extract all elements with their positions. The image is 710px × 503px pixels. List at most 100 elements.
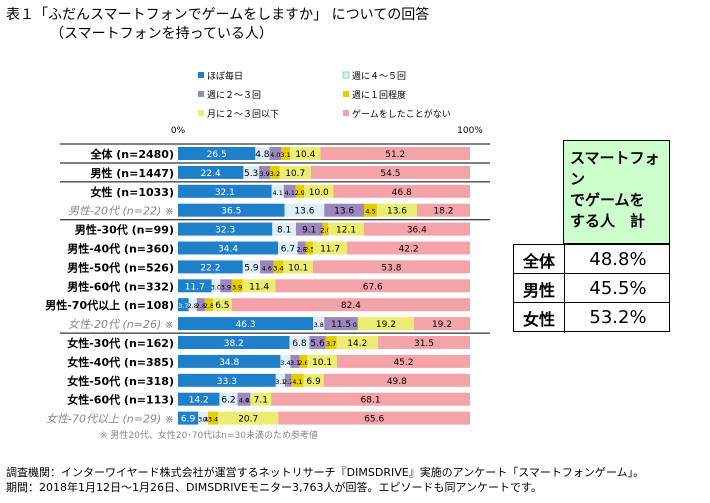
bar-segment xyxy=(284,203,325,217)
legend-label: 週に１回程度 xyxy=(352,89,406,101)
bar-value-label: 67.6 xyxy=(363,282,383,292)
bar-segment xyxy=(290,354,300,368)
bar-segment xyxy=(178,222,273,236)
bar-segment xyxy=(309,336,326,349)
bar-value-label: 10.1 xyxy=(312,358,332,368)
bar-value-label: 11.5 xyxy=(331,320,351,330)
bar-value-label: 32.3 xyxy=(215,226,235,236)
summary-row-value: 45.5% xyxy=(589,277,647,299)
bar-value-label: 9.1 xyxy=(302,226,316,236)
axis-max-label: 100% xyxy=(457,126,483,136)
bar-value-label: 3.9 xyxy=(221,283,231,291)
bar-value-label: 4.1 xyxy=(292,378,302,386)
footer-line-2: 期間：2018年1月12日～1月26日、DIMSDRIVEモニター3,763人が… xyxy=(6,481,542,494)
bar-value-label: 5.3 xyxy=(244,169,258,179)
bar-segment xyxy=(313,317,325,331)
bar-segment xyxy=(178,241,279,255)
summary-header-line-2: でゲームを xyxy=(570,191,645,209)
bar-value-label: 22.2 xyxy=(200,263,220,273)
bar-value-label: 3.7 xyxy=(178,302,188,310)
legend-label: 週に４～５回 xyxy=(352,71,406,82)
bar-value-label: 45.2 xyxy=(393,358,413,368)
bar-value-label: 11.7 xyxy=(185,282,205,292)
bar-segment xyxy=(258,165,271,179)
bar-segment xyxy=(260,260,274,274)
bar-row: 32.3 8.1 9.1 2.0 12.1 36.4 xyxy=(178,222,470,236)
bar-value-label: 3.8 xyxy=(314,321,324,329)
bar-segment xyxy=(243,165,259,179)
bar-value-label: 2.8 xyxy=(196,302,206,310)
bar-segment xyxy=(231,279,243,293)
bar-segment xyxy=(307,354,337,368)
bar-segment xyxy=(178,354,281,368)
bar-row: 11.7 3.0 3.9 3.9 11.4 67.6 xyxy=(178,279,470,293)
bar-row: 3.7 2.82.82.8 6.5 82.4 xyxy=(178,298,470,312)
bar-row: 22.2 5.9 4.6 3.4 10.1 53.8 xyxy=(178,260,470,274)
bar-value-label: 20.7 xyxy=(238,415,258,425)
bar-value-label: 0.0 xyxy=(245,397,255,405)
summary-table-header: スマートフォン でゲームを する人 計 xyxy=(563,140,670,244)
bar-value-label: 14.2 xyxy=(189,396,209,406)
bar-value-label: 36.5 xyxy=(221,207,241,217)
summary-row-female: 女性 53.2% xyxy=(513,302,670,333)
bar-value-label: 33.3 xyxy=(217,377,237,387)
bar-value-label: 6.2 xyxy=(221,396,235,406)
summary-row-male: 男性 45.5% xyxy=(513,273,670,304)
bar-segment xyxy=(310,165,470,179)
bar-value-label: 8.1 xyxy=(277,226,291,236)
legend-swatch xyxy=(343,110,349,116)
bar-segment xyxy=(295,222,323,236)
bar-segment xyxy=(250,392,272,406)
bar-row: 14.2 6.2 4.40.07.1 68.1 xyxy=(178,392,470,406)
bar-value-label: 49.8 xyxy=(387,377,407,387)
axis-labels: 0% 100% xyxy=(171,126,483,136)
bar-segment xyxy=(336,354,470,368)
bar-segment xyxy=(188,298,197,312)
reference-note: ※ 男性20代、女性20･70代はn=30未満のため参考値 xyxy=(100,429,318,441)
bar-segment xyxy=(271,392,470,406)
bar-value-label: 4.4 xyxy=(239,397,249,405)
bar-value-label: 51.2 xyxy=(385,150,405,160)
bar-value-label: 4.0 xyxy=(270,151,280,159)
row-label: 女性-60代 (n=113) xyxy=(67,393,174,407)
bar-segment xyxy=(324,203,365,217)
bar-segment xyxy=(279,165,311,179)
title-line-2: （スマートフォンを持っている人） xyxy=(50,26,273,42)
bar-value-label: 82.4 xyxy=(341,301,361,311)
bar-value-label: 3.7 xyxy=(326,340,336,348)
bar-row: 6.93.40.03.420.765.6 xyxy=(178,411,470,425)
bar-value-label: 46.8 xyxy=(392,188,412,198)
bar-segment xyxy=(237,392,251,406)
bar-value-label: 10.0 xyxy=(309,188,329,198)
bar-segment xyxy=(291,373,304,387)
summary-header-line-1: スマートフォン xyxy=(570,149,660,188)
legend-item: 週に４～５回 xyxy=(342,71,406,82)
row-label: 男性-40代 (n=360) xyxy=(67,242,174,256)
row-label: 男性-20代 (n=22) ※ xyxy=(68,205,174,218)
bar-value-label: 4.6 xyxy=(262,264,272,272)
bar-row: 38.2 6.8 5.6 3.7 14.2 31.5 xyxy=(178,336,470,349)
bar-value-label: 3.9 xyxy=(232,283,242,291)
row-label: 全体 (n=2480) xyxy=(89,147,174,161)
bar-segment xyxy=(283,260,313,274)
legend-label: ゲームをしたことがない xyxy=(352,108,451,120)
bar-value-label: 3.1 xyxy=(275,378,285,386)
legend-item: ほぼ毎日 xyxy=(198,70,243,82)
bar-segment xyxy=(363,222,470,236)
legend-swatch xyxy=(198,91,204,97)
bar-value-label: 6.9 xyxy=(181,415,196,425)
bar-segment xyxy=(347,241,470,255)
bar-segment xyxy=(270,165,280,179)
bar-value-label: 12.1 xyxy=(336,226,356,236)
legend-label: ほぼ毎日 xyxy=(207,70,243,82)
bar-segment xyxy=(323,373,470,387)
bar-segment xyxy=(305,241,314,255)
bar-value-label: 11.7 xyxy=(320,245,340,255)
bar-segment xyxy=(325,336,337,349)
bar-value-label: 10.1 xyxy=(288,263,308,273)
bar-segment xyxy=(178,392,220,406)
bar-segment xyxy=(377,203,417,217)
bar-row: 32.1 4.1 4.1 2.9 10.0 46.8 xyxy=(178,184,470,198)
